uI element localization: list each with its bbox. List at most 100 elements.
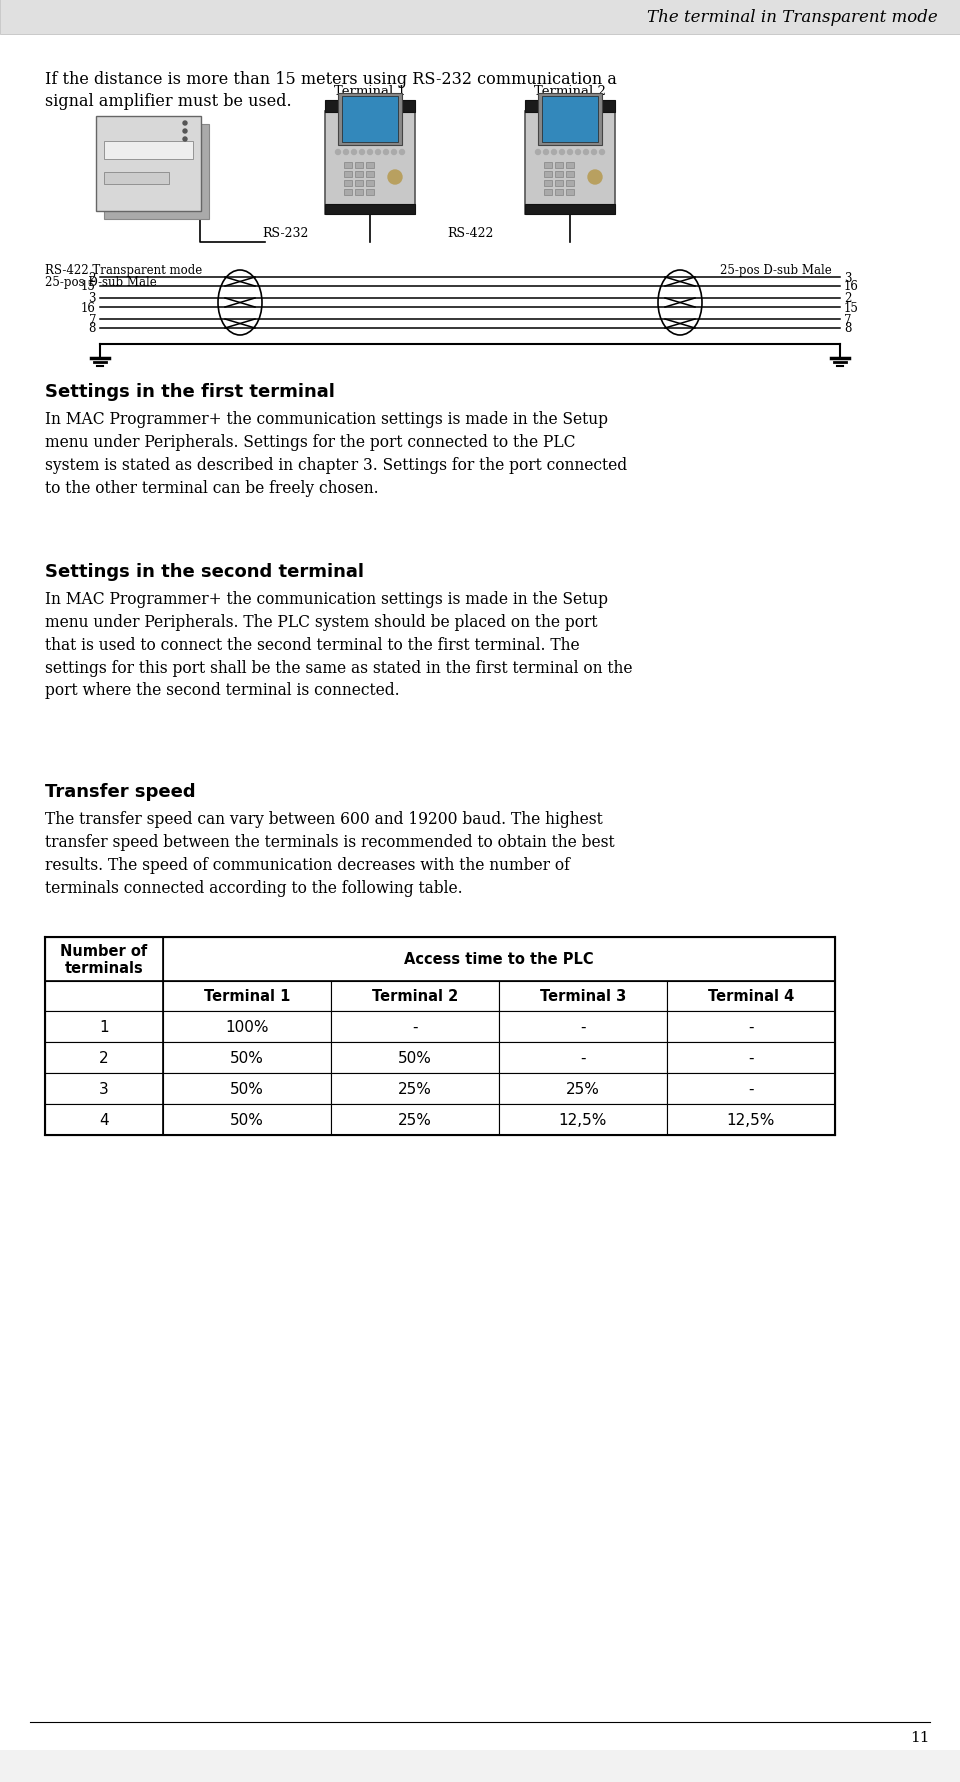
Bar — [325, 112, 415, 216]
Circle shape — [183, 121, 187, 127]
Text: 25-pos D-sub Male: 25-pos D-sub Male — [720, 264, 831, 276]
Bar — [544, 162, 552, 169]
Circle shape — [567, 150, 572, 155]
Bar — [325, 102, 415, 112]
Bar — [355, 191, 363, 196]
Text: 1: 1 — [99, 1019, 108, 1034]
Bar — [667, 1105, 835, 1135]
Bar — [331, 982, 499, 1012]
Bar — [344, 191, 352, 196]
Text: Number of
terminals: Number of terminals — [60, 943, 148, 977]
Text: 25%: 25% — [398, 1112, 432, 1128]
Text: 2: 2 — [844, 292, 852, 305]
Text: 50%: 50% — [398, 1050, 432, 1066]
Bar — [344, 171, 352, 178]
Bar — [104, 173, 169, 185]
Bar — [566, 182, 574, 187]
Bar — [163, 1012, 331, 1042]
Bar — [499, 1073, 667, 1105]
Bar — [163, 937, 835, 982]
Text: 12,5%: 12,5% — [559, 1112, 607, 1128]
Text: 100%: 100% — [226, 1019, 269, 1034]
Bar — [45, 937, 835, 1135]
Bar — [525, 112, 615, 216]
Bar — [566, 191, 574, 196]
Text: 11: 11 — [910, 1730, 930, 1745]
Text: 15: 15 — [82, 280, 96, 294]
Text: Terminal 1: Terminal 1 — [204, 989, 290, 1003]
Bar — [566, 162, 574, 169]
Bar — [325, 205, 415, 216]
Circle shape — [399, 150, 404, 155]
Text: 8: 8 — [844, 323, 852, 335]
Bar — [163, 1105, 331, 1135]
Bar — [45, 1073, 163, 1105]
Bar — [344, 182, 352, 187]
Bar — [525, 205, 615, 216]
Text: 50%: 50% — [230, 1112, 264, 1128]
Text: -: - — [580, 1050, 586, 1066]
Circle shape — [335, 150, 341, 155]
Text: 16: 16 — [82, 301, 96, 314]
Bar — [338, 94, 402, 146]
Text: Terminal 4: Terminal 4 — [708, 989, 794, 1003]
Circle shape — [388, 171, 402, 185]
Bar — [555, 182, 563, 187]
Bar — [544, 191, 552, 196]
Circle shape — [183, 137, 187, 143]
Bar — [538, 94, 602, 146]
Bar — [366, 191, 374, 196]
Bar — [45, 1012, 163, 1042]
Bar — [544, 182, 552, 187]
Circle shape — [588, 171, 602, 185]
Text: 2: 2 — [88, 271, 96, 285]
Text: 7: 7 — [88, 314, 96, 326]
Bar — [163, 1073, 331, 1105]
Bar — [499, 1105, 667, 1135]
Bar — [331, 1105, 499, 1135]
Text: If the distance is more than 15 meters using RS-232 communication a: If the distance is more than 15 meters u… — [45, 71, 617, 87]
Text: 12,5%: 12,5% — [727, 1112, 775, 1128]
Text: RS-422: RS-422 — [446, 226, 493, 241]
Bar — [499, 982, 667, 1012]
Text: Terminal 2: Terminal 2 — [372, 989, 458, 1003]
Bar — [96, 118, 201, 212]
Text: Settings in the second terminal: Settings in the second terminal — [45, 563, 364, 581]
Text: Terminal 1: Terminal 1 — [334, 86, 406, 98]
Text: 25%: 25% — [398, 1082, 432, 1096]
Bar — [163, 982, 331, 1012]
Text: 4: 4 — [99, 1112, 108, 1128]
Text: 7: 7 — [844, 314, 852, 326]
Bar — [344, 162, 352, 169]
Text: 3: 3 — [99, 1082, 108, 1096]
Circle shape — [383, 150, 389, 155]
Bar — [163, 1042, 331, 1073]
Text: In MAC Programmer+ the communication settings is made in the Setup
menu under Pe: In MAC Programmer+ the communication set… — [45, 590, 633, 699]
Bar — [499, 1042, 667, 1073]
Circle shape — [359, 150, 365, 155]
Text: 3: 3 — [88, 292, 96, 305]
Text: -: - — [412, 1019, 418, 1034]
Bar — [45, 937, 163, 982]
Text: The terminal in Transparent mode: The terminal in Transparent mode — [647, 9, 938, 27]
Text: -: - — [748, 1050, 754, 1066]
Bar — [555, 162, 563, 169]
Bar — [544, 171, 552, 178]
Circle shape — [551, 150, 557, 155]
Text: Settings in the first terminal: Settings in the first terminal — [45, 383, 335, 401]
Bar — [331, 1012, 499, 1042]
Circle shape — [575, 150, 581, 155]
Bar — [667, 1012, 835, 1042]
Text: 25-pos D-sub Male: 25-pos D-sub Male — [45, 276, 156, 289]
Bar — [355, 162, 363, 169]
Bar — [667, 1073, 835, 1105]
Text: Terminal 2: Terminal 2 — [534, 86, 606, 98]
Text: 50%: 50% — [230, 1050, 264, 1066]
Bar — [104, 143, 193, 160]
Text: In MAC Programmer+ the communication settings is made in the Setup
menu under Pe: In MAC Programmer+ the communication set… — [45, 412, 627, 495]
Circle shape — [591, 150, 596, 155]
Text: 15: 15 — [844, 301, 859, 314]
Circle shape — [183, 130, 187, 134]
Bar — [566, 171, 574, 178]
Text: RS-422 Transparent mode: RS-422 Transparent mode — [45, 264, 203, 276]
